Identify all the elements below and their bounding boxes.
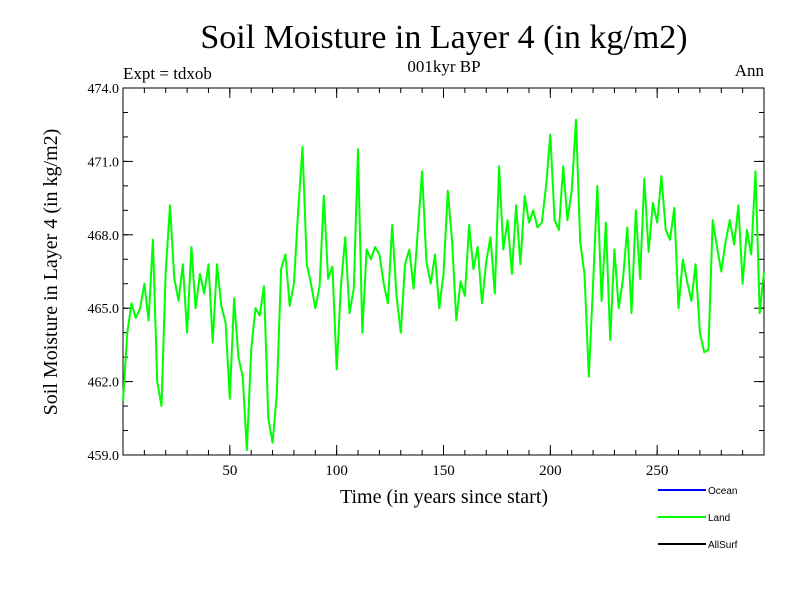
series-line-land [122,118,765,452]
y-tick-label: 474.0 [88,82,120,97]
chart-title: Soil Moisture in Layer 4 (in kg/m2) [200,19,687,56]
legend-label-allsurf: AllSurf [708,540,738,551]
y-tick-label: 465.0 [88,302,120,317]
legend: Ocean Land AllSurf [658,486,738,551]
experiment-label: Expt = tdxob [123,64,212,83]
y-tick-label: 468.0 [88,229,120,244]
x-tick-label: 100 [325,463,348,479]
legend-label-ocean: Ocean [708,486,737,497]
y-tick-label: 462.0 [88,376,120,391]
season-label: Ann [735,61,765,80]
x-tick-label: 250 [646,463,669,479]
x-axis-label: Time (in years since start) [340,486,548,508]
x-tick-label: 150 [432,463,455,479]
plot-area: 50 100 150 200 250 459.0 462.0 465.0 468.0 471.0 4… [88,82,765,479]
y-tick-label: 459.0 [88,449,120,464]
x-tick-label: 200 [539,463,562,479]
legend-label-land: Land [708,513,730,524]
x-tick-label: 50 [222,463,237,479]
y-axis-label: Soil Moisture in Layer 4 (in kg/m2) [40,129,62,416]
chart-subtitle: 001kyr BP [407,57,480,76]
y-tick-label: 471.0 [88,155,120,170]
